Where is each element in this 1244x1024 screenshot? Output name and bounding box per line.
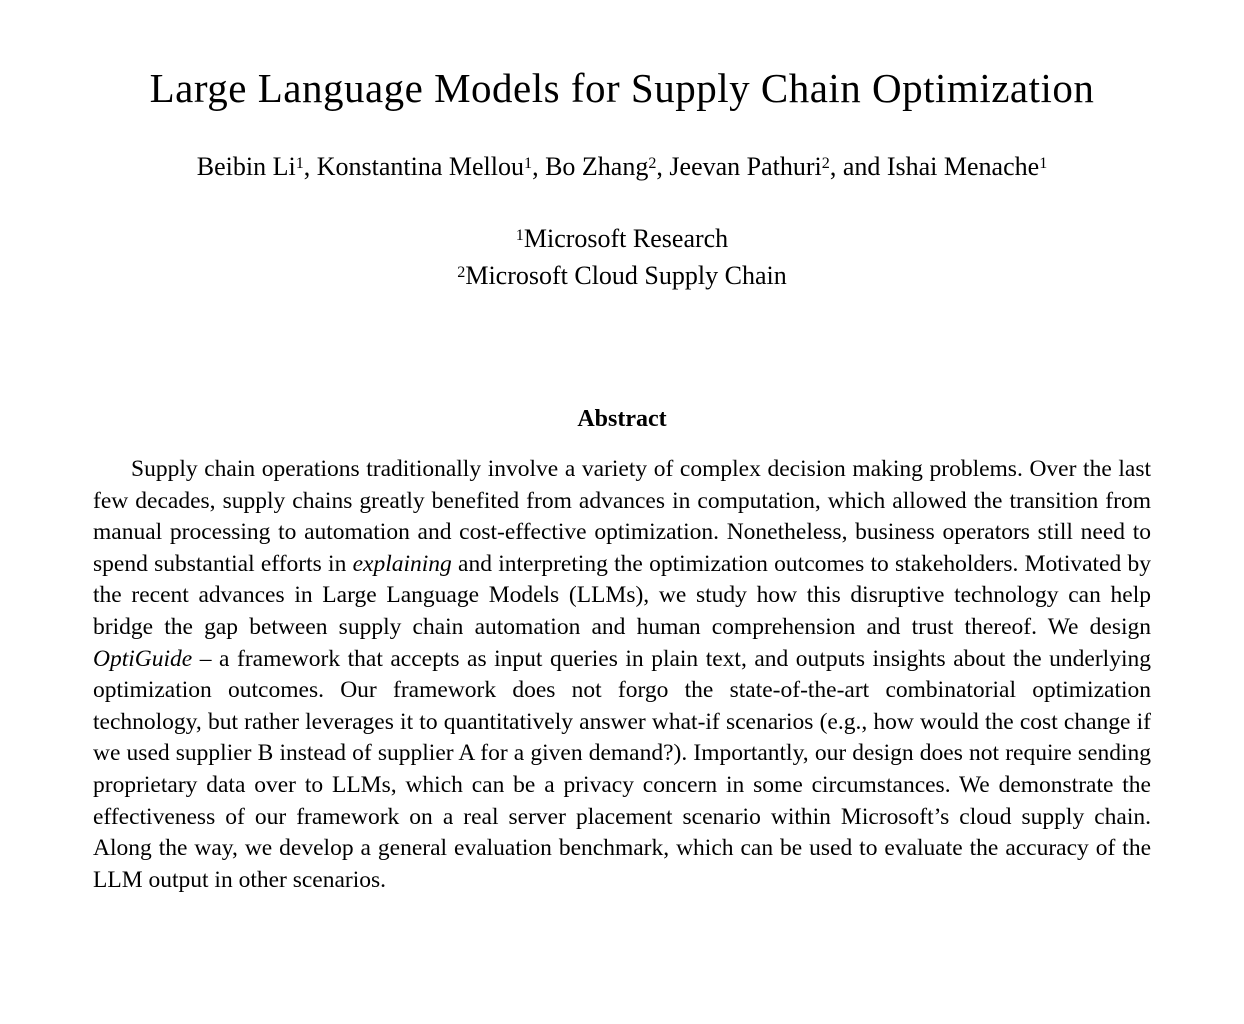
abstract-section: Abstract Supply chain operations traditi…	[0, 406, 1244, 896]
author-separator: ,	[656, 152, 670, 181]
affiliation-superscript: 2	[457, 263, 466, 281]
author-name: Ishai Menache	[886, 152, 1040, 181]
author-name: Beibin Li	[196, 152, 296, 181]
affiliation-superscript: 1	[515, 226, 524, 244]
affiliations: 1Microsoft Research 2Microsoft Cloud Sup…	[0, 220, 1244, 294]
author-affiliation-superscript: 2	[821, 154, 830, 172]
author-affiliation-superscript: 1	[524, 154, 533, 172]
abstract-italic-optiguide: OptiGuide	[93, 645, 193, 672]
author-name: Jeevan Pathuri	[669, 152, 822, 181]
affiliation-item: 2Microsoft Cloud Supply Chain	[0, 257, 1244, 294]
author-affiliation-superscript: 1	[295, 154, 304, 172]
author-affiliation-superscript: 2	[648, 154, 657, 172]
abstract-text-segment: – a framework that accepts as input quer…	[93, 645, 1151, 893]
abstract-heading: Abstract	[577, 406, 667, 432]
abstract-italic-explaining: explaining	[352, 550, 452, 577]
author-name: Konstantina Mellou	[316, 152, 525, 181]
abstract-text-segment: Supply chain operations traditionally in…	[93, 456, 1151, 577]
author-name: Bo Zhang	[545, 152, 649, 181]
author-line: Beibin Li1, Konstantina Mellou1, Bo Zhan…	[0, 152, 1244, 182]
author-affiliation-superscript: 1	[1039, 154, 1048, 172]
abstract-text-segment: and interpreting the optimization outcom…	[93, 550, 1151, 640]
paper-title: Large Language Models for Supply Chain O…	[149, 65, 1095, 111]
author-separator: , and	[829, 152, 887, 181]
abstract-paragraph: Supply chain operations traditionally in…	[93, 454, 1151, 896]
author-separator: ,	[303, 152, 317, 181]
affiliation-name: Microsoft Cloud Supply Chain	[465, 261, 787, 290]
affiliation-item: 1Microsoft Research	[0, 220, 1244, 257]
affiliation-name: Microsoft Research	[523, 224, 729, 253]
author-separator: ,	[532, 152, 546, 181]
